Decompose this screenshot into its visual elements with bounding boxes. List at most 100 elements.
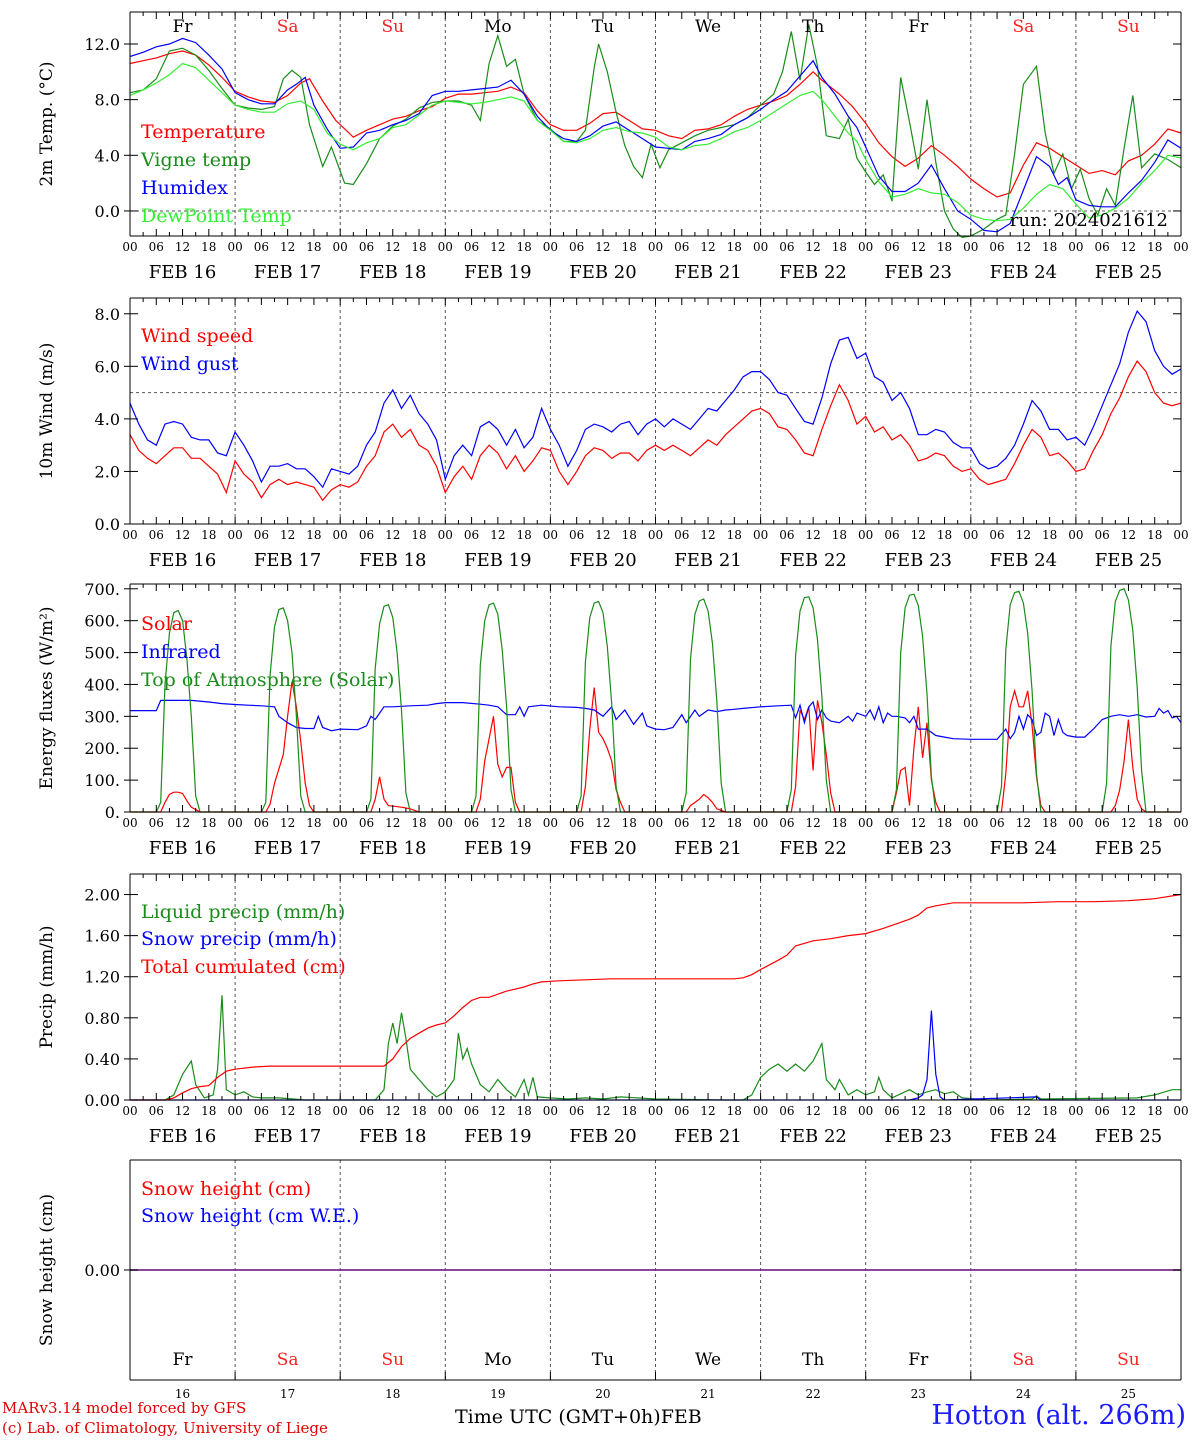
x-tick-label-hour: 06 [884, 816, 899, 830]
x-tick-label-hour: 12 [911, 816, 926, 830]
series-line-snow-precip-mm-h [130, 1010, 1181, 1101]
series-line-vigne-temp [129, 24, 1182, 239]
x-tick-label-day: FEB 18 [359, 1126, 426, 1147]
x-tick-label-hour: 00 [1173, 240, 1188, 254]
x-tick-label-hour: 18 [306, 816, 321, 830]
legend-entry: Wind speed [141, 325, 253, 347]
x-tick-label-hour: 06 [359, 816, 374, 830]
x-tick-label-day: FEB 16 [149, 262, 216, 283]
x-tick-label-hour: 18 [727, 240, 742, 254]
legend-entry: Top of Atmosphere (Solar) [141, 669, 394, 691]
x-tick-label-hour: 12 [1121, 528, 1136, 542]
legend-entry: Liquid precip (mm/h) [141, 901, 345, 923]
panel-wind: 00 06 12 18 00 06 12 18 00 06 12 18 00 06 12 18 00 06 12 18… [37, 297, 1189, 571]
x-tick-label-hour: 00 [1068, 1104, 1083, 1118]
x-tick-label-day: 24 [1016, 1387, 1032, 1401]
y-tick-label: 0.00 [84, 1261, 120, 1280]
x-tick-label-hour: 18 [832, 528, 847, 542]
x-tick-label-day: FEB 20 [569, 1126, 636, 1147]
series-line-total-cumulated-cm [130, 893, 1182, 1101]
x-tick-label-day: 18 [385, 1387, 400, 1401]
x-tick-label-hour: 00 [753, 1104, 768, 1118]
x-tick-label-hour: 00 [753, 528, 768, 542]
x-tick-label-day: FEB 19 [464, 838, 531, 859]
x-tick-label-hour: 00 [438, 1104, 453, 1118]
x-tick-label-hour: 18 [306, 528, 321, 542]
x-tick-label-hour: 12 [175, 816, 190, 830]
x-tick-label-hour: 12 [911, 240, 926, 254]
x-tick-label-day: FEB 24 [990, 550, 1057, 571]
x-tick-label-day: 25 [1121, 1387, 1136, 1401]
x-tick-label-day: FEB 20 [569, 262, 636, 283]
x-tick-label-day: FEB 16 [149, 1126, 216, 1147]
x-tick-label-hour: 12 [911, 1104, 926, 1118]
x-tick-label-hour: 00 [1173, 816, 1188, 830]
x-tick-label-hour: 12 [385, 240, 400, 254]
legend-entry: Snow height (cm) [141, 1178, 311, 1200]
x-tick-label-hour: 06 [779, 1104, 794, 1118]
x-tick-label-hour: 18 [1042, 528, 1057, 542]
x-tick-label-hour: 00 [1068, 528, 1083, 542]
x-tick-label-hour: 06 [1095, 816, 1110, 830]
x-tick-label-hour: 00 [648, 1104, 663, 1118]
x-tick-label-hour: 12 [280, 816, 295, 830]
x-tick-label-hour: 18 [201, 1104, 216, 1118]
x-tick-label-hour: 00 [122, 816, 137, 830]
x-tick-label-hour: 12 [1121, 240, 1136, 254]
weekday-label: Tu [592, 17, 614, 37]
legend-entry: Solar [141, 613, 193, 635]
x-tick-label-hour: 12 [700, 528, 715, 542]
x-tick-label-hour: 00 [858, 240, 873, 254]
x-tick-label-day: FEB 23 [885, 550, 952, 571]
x-tick-label-hour: 12 [385, 528, 400, 542]
x-tick-label-day: FEB 22 [779, 1126, 846, 1147]
y-tick-label: 0. [105, 803, 120, 822]
x-tick-label-hour: 18 [201, 240, 216, 254]
legend-entry: Total cumulated (cm) [141, 956, 346, 978]
y-axis-title: Precip (mm/h) [37, 925, 57, 1048]
x-tick-label-day: FEB 22 [779, 838, 846, 859]
x-tick-label-hour: 18 [622, 240, 637, 254]
x-tick-label-hour: 12 [175, 528, 190, 542]
x-tick-label-day: FEB 19 [464, 262, 531, 283]
x-tick-label-hour: 12 [490, 816, 505, 830]
x-tick-label-hour: 00 [1068, 816, 1083, 830]
weekday-label: We [695, 1350, 721, 1370]
x-tick-label-hour: 06 [884, 528, 899, 542]
weekday-label: Fr [173, 1350, 194, 1370]
x-tick-label-hour: 00 [963, 528, 978, 542]
x-tick-label-hour: 12 [806, 1104, 821, 1118]
x-tick-label-hour: 12 [1016, 528, 1031, 542]
legend-entry: Humidex [141, 177, 228, 199]
x-tick-label-hour: 18 [516, 528, 531, 542]
y-axis-title: 2m Temp. (°C) [37, 61, 57, 186]
y-tick-label: 1.20 [84, 968, 120, 987]
weekday-label: Tu [592, 1350, 614, 1370]
x-tick-label-hour: 00 [227, 240, 242, 254]
weekday-label: Sa [277, 1350, 299, 1370]
x-tick-label-hour: 06 [1095, 240, 1110, 254]
x-axis-label: Time UTC (GMT+0h) [455, 1406, 661, 1428]
x-tick-label-hour: 18 [622, 1104, 637, 1118]
series-line-wind-gust [129, 309, 1182, 489]
series-line-infrared [130, 699, 1182, 740]
x-tick-label-hour: 06 [149, 240, 164, 254]
x-tick-label-hour: 06 [989, 528, 1004, 542]
y-tick-label: 4.0 [95, 146, 120, 165]
x-tick-label-hour: 06 [464, 1104, 479, 1118]
x-tick-label-hour: 06 [674, 1104, 689, 1118]
x-tick-label-hour: 06 [569, 240, 584, 254]
weekday-label: Mo [484, 1350, 512, 1370]
weekday-label: Su [381, 17, 404, 37]
y-tick-label: 0.40 [84, 1050, 120, 1069]
x-tick-label-hour: 00 [227, 816, 242, 830]
y-tick-label: 12.0 [84, 35, 120, 54]
x-tick-label-hour: 06 [779, 528, 794, 542]
x-tick-label-day: FEB 17 [254, 262, 321, 283]
weekday-label: We [695, 17, 721, 37]
x-tick-label-hour: 12 [595, 1104, 610, 1118]
x-tick-label-hour: 18 [1042, 240, 1057, 254]
x-tick-label-day: FEB 17 [254, 838, 321, 859]
x-tick-label-hour: 06 [779, 816, 794, 830]
x-tick-label-hour: 00 [1173, 1104, 1188, 1118]
